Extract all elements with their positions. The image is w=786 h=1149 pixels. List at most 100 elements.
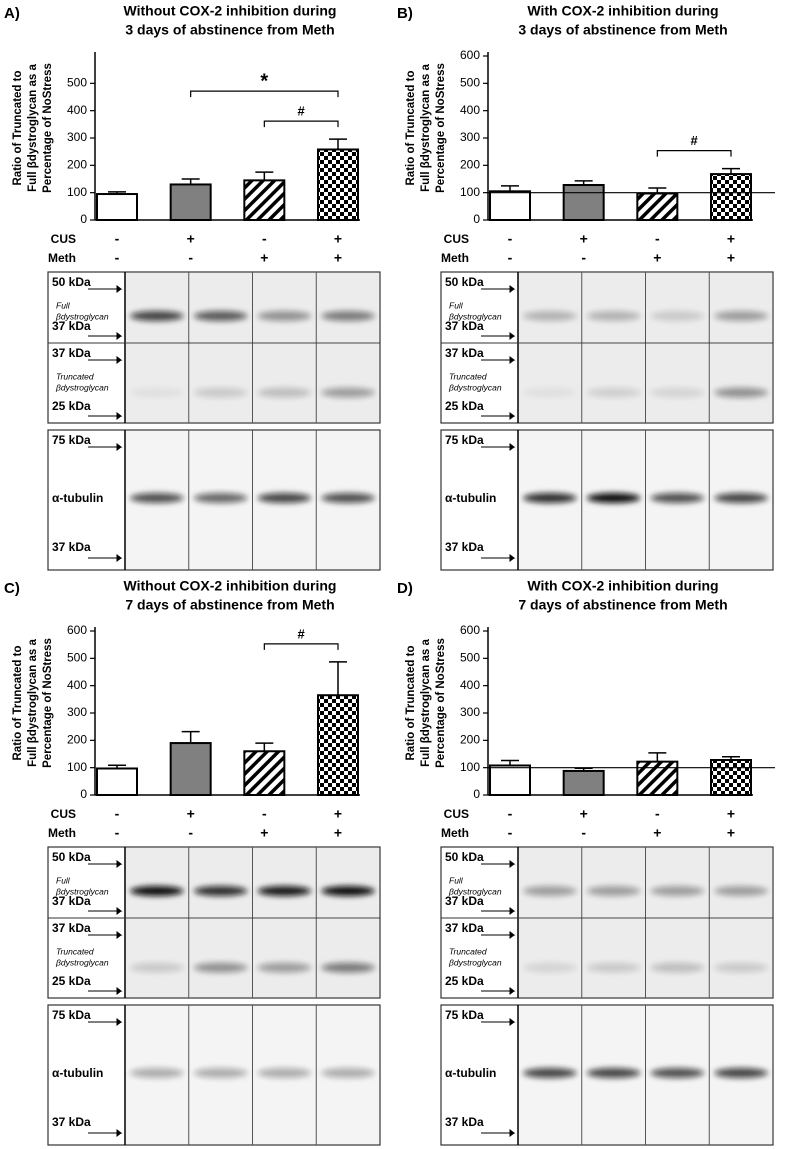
blot-band: [257, 311, 312, 322]
kda-arrow: [88, 285, 123, 293]
kda-arrow: [481, 443, 516, 451]
kda-arrow: [88, 987, 123, 995]
blot-band: [714, 1068, 768, 1078]
significance-mark: #: [298, 104, 306, 119]
y-tick-label: 300: [460, 130, 480, 144]
kda-label: 37 kDa: [52, 921, 91, 935]
y-axis-label: Ratio of Truncated to: [12, 71, 24, 186]
bar: [562, 184, 605, 222]
blot-band: [321, 1068, 375, 1078]
y-tick-label: 100: [460, 760, 480, 774]
condition-sign: +: [334, 806, 342, 822]
y-tick-label: 600: [67, 623, 87, 637]
kda-arrow: [481, 860, 516, 868]
kda-arrow: [481, 412, 516, 420]
blot-band: [193, 962, 248, 973]
condition-sign: -: [581, 250, 586, 266]
kda-arrow: [88, 356, 123, 364]
error-bar: [648, 752, 667, 762]
condition-sign: +: [580, 806, 588, 822]
y-tick-label: 400: [67, 678, 87, 692]
protein-label: βdystroglycan: [55, 886, 109, 896]
condition-sign: -: [115, 231, 120, 247]
kda-arrow: [88, 332, 123, 340]
chart-title: 7 days of abstinence from Meth: [125, 597, 334, 613]
kda-label: 37 kDa: [52, 319, 91, 333]
panel-label: D): [397, 580, 413, 597]
y-tick-label: 500: [67, 76, 87, 90]
panel: A) Without COX-2 inhibition during 3 days …: [4, 3, 381, 571]
kda-arrow: [88, 1018, 123, 1026]
condition-sign: -: [655, 806, 660, 822]
condition-sign: +: [334, 250, 342, 266]
protein-label: Truncated: [56, 946, 94, 956]
blot-band: [650, 311, 705, 322]
kda-label: 75 kDa: [445, 433, 484, 447]
kda-arrow: [88, 860, 123, 868]
protein-label: Full: [56, 300, 71, 310]
condition-sign: +: [187, 806, 195, 822]
condition-label: CUS: [51, 807, 76, 821]
panel-label: C): [4, 580, 20, 597]
kda-label: 37 kDa: [52, 540, 91, 554]
protein-label: βdystroglycan: [55, 311, 109, 321]
blot-band: [586, 493, 641, 503]
blot-band: [257, 886, 312, 897]
kda-label: 25 kDa: [445, 399, 484, 413]
y-tick-label: 300: [460, 705, 480, 719]
y-tick-label: 200: [460, 733, 480, 747]
kda-arrow: [88, 554, 123, 562]
condition-sign: +: [653, 825, 661, 841]
error-bar: [255, 742, 274, 752]
blot-band: [586, 886, 641, 897]
y-tick-label: 200: [67, 733, 87, 747]
kda-arrow: [88, 1129, 123, 1137]
blot-band: [257, 387, 312, 398]
condition-sign: +: [727, 825, 735, 841]
kda-label: 37 kDa: [445, 540, 484, 554]
kda-arrow: [88, 412, 123, 420]
bar: [96, 767, 138, 796]
y-tick-label: 200: [460, 158, 480, 172]
error-bar: [722, 755, 740, 761]
y-tick-label: 100: [67, 185, 87, 199]
y-tick-label: 400: [460, 103, 480, 117]
y-tick-label: 0: [80, 787, 87, 801]
condition-sign: +: [334, 231, 342, 247]
y-axis-label: Percentage of NoStress: [435, 638, 447, 768]
kda-arrow: [481, 285, 516, 293]
bar: [636, 192, 679, 221]
condition-sign: -: [262, 806, 267, 822]
blot-band: [523, 886, 577, 897]
condition-sign: -: [655, 231, 660, 247]
panel-label: B): [397, 5, 413, 22]
blot-band: [257, 493, 312, 503]
y-axis-label: Full βdystroglycan as a: [420, 63, 432, 191]
kda-label: 50 kDa: [445, 850, 484, 864]
kda-label: 75 kDa: [52, 433, 91, 447]
y-axis-label: Full βdystroglycan as a: [27, 638, 39, 766]
protein-label: Truncated: [449, 371, 487, 381]
blot-band: [321, 387, 375, 398]
blot-band: [586, 1068, 641, 1078]
error-bar: [181, 730, 200, 744]
error-bar: [574, 180, 593, 186]
error-bar: [329, 661, 347, 696]
protein-label: α-tubulin: [52, 491, 103, 505]
condition-sign: +: [580, 231, 588, 247]
kda-label: 75 kDa: [445, 1008, 484, 1022]
blot-band: [321, 493, 375, 503]
chart-title: Without COX-2 inhibition during: [124, 3, 337, 19]
kda-label: 37 kDa: [445, 894, 484, 908]
protein-label: Truncated: [56, 371, 94, 381]
error-bar: [501, 185, 519, 192]
blot-band: [130, 387, 184, 398]
blot-band: [321, 886, 375, 897]
blot-band: [321, 962, 375, 973]
blot-band: [650, 387, 705, 398]
kda-label: 75 kDa: [52, 1008, 91, 1022]
condition-label: CUS: [51, 232, 76, 246]
y-tick-label: 300: [67, 130, 87, 144]
kda-label: 37 kDa: [52, 894, 91, 908]
panel: C) Without COX-2 inhibition during 7 days …: [4, 578, 381, 1146]
